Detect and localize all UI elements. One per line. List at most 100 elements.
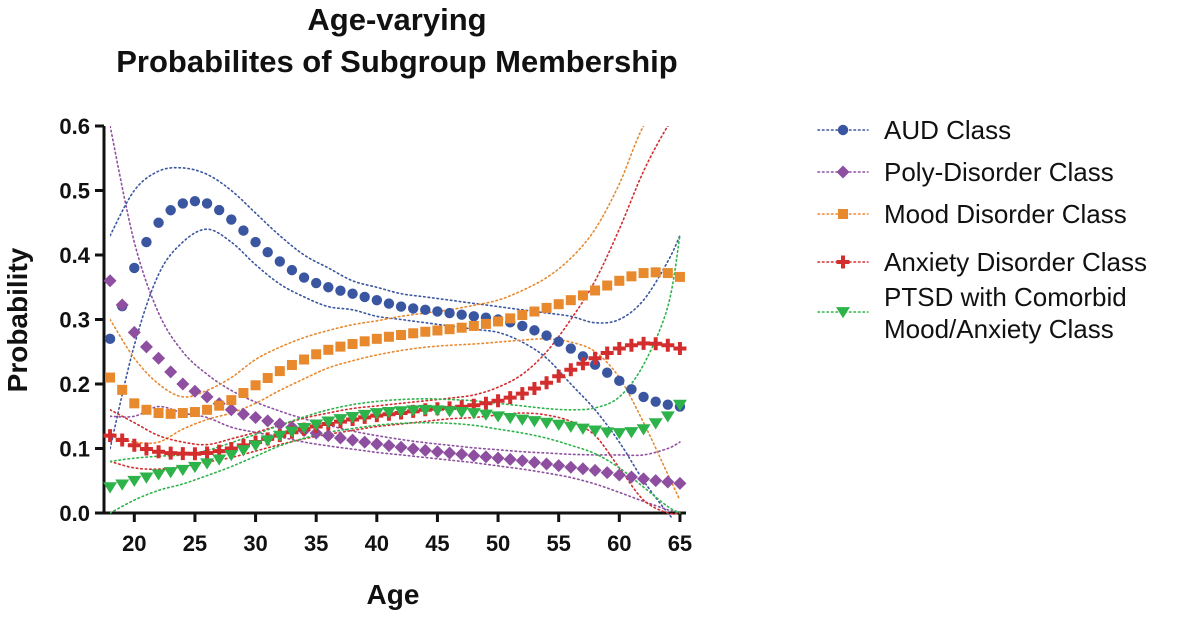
data-point	[236, 407, 250, 421]
data-point	[371, 294, 383, 306]
legend-label: Anxiety Disorder Class	[884, 247, 1147, 277]
series-0-ci-upper-band	[110, 166, 681, 324]
data-point	[321, 416, 336, 428]
data-point	[480, 318, 491, 329]
data-point	[468, 311, 480, 322]
data-point	[541, 330, 552, 341]
data-point	[614, 275, 625, 286]
data-point	[127, 325, 141, 339]
data-point	[588, 425, 603, 437]
y-tick-label: 0.4	[59, 243, 90, 268]
legend-label: Poly-Disorder Class	[884, 157, 1114, 187]
data-point	[612, 468, 626, 482]
data-point	[104, 333, 116, 345]
x-tick-label: 40	[365, 531, 389, 556]
data-point	[274, 256, 286, 267]
data-point	[141, 236, 152, 248]
data-point	[214, 400, 225, 411]
legend-item: AUD Class	[817, 115, 1011, 145]
y-tick-label: 0.3	[59, 308, 90, 333]
data-point	[406, 442, 420, 456]
data-point	[383, 298, 395, 309]
data-point	[381, 406, 396, 419]
data-point	[456, 322, 467, 333]
data-point	[139, 442, 153, 456]
data-point	[420, 304, 431, 316]
data-point	[127, 475, 142, 488]
data-point	[564, 460, 578, 474]
data-point	[673, 476, 687, 490]
data-point	[188, 384, 202, 398]
data-point	[175, 464, 190, 477]
x-tick-label: 45	[425, 531, 449, 556]
data-point	[674, 271, 685, 282]
data-point	[347, 288, 358, 299]
data-point	[430, 445, 444, 459]
y-tick-label: 0.1	[59, 437, 90, 462]
data-point	[187, 461, 202, 474]
data-point	[505, 313, 516, 324]
series-4-ci-lower-band	[110, 421, 681, 514]
data-point	[529, 306, 540, 317]
data-point	[527, 455, 541, 469]
legend-item: PTSD with Comorbid Mood/Anxiety Class	[817, 282, 1127, 344]
data-point	[299, 354, 310, 365]
data-point	[345, 411, 360, 424]
data-point	[590, 285, 601, 296]
data-point	[202, 404, 213, 415]
data-point	[226, 395, 237, 406]
data-point	[359, 291, 370, 303]
data-point	[369, 408, 384, 420]
confidence-bands	[110, 126, 681, 518]
data-point	[248, 440, 263, 452]
legend-label: AUD Class	[884, 115, 1011, 145]
data-point	[503, 391, 517, 405]
data-point	[117, 384, 128, 395]
data-point	[444, 324, 455, 335]
data-point	[540, 457, 554, 471]
data-point	[467, 449, 481, 463]
data-point	[141, 404, 152, 415]
data-point	[103, 274, 117, 288]
data-point	[455, 447, 469, 461]
data-point	[395, 301, 407, 312]
data-point	[503, 412, 518, 425]
data-point	[517, 309, 528, 320]
data-point	[201, 198, 213, 209]
data-point	[200, 446, 214, 460]
data-point	[238, 387, 249, 398]
data-point	[602, 280, 613, 291]
data-point	[406, 405, 421, 417]
data-point	[176, 447, 190, 461]
data-point	[527, 382, 541, 396]
data-point	[601, 367, 613, 378]
data-point	[249, 411, 263, 425]
data-point	[637, 336, 651, 350]
data-point	[335, 285, 346, 296]
data-point	[105, 372, 116, 383]
data-point	[563, 421, 578, 433]
data-point	[614, 375, 625, 386]
legend: AUD Class Poly-Disorder Class Mood Disorde…	[817, 115, 1147, 344]
series-2-ci-lower-band	[110, 337, 681, 501]
data-point	[540, 376, 554, 390]
data-point	[236, 445, 251, 457]
series-0-markers	[104, 195, 686, 412]
data-point	[274, 366, 285, 377]
data-point	[588, 463, 602, 477]
data-point	[442, 406, 457, 418]
data-point	[152, 445, 166, 459]
data-point	[323, 344, 334, 355]
data-point	[478, 409, 493, 421]
data-point	[115, 433, 129, 447]
data-point	[151, 469, 166, 481]
data-point	[624, 338, 638, 352]
data-point	[103, 429, 117, 443]
data-point	[454, 407, 469, 419]
data-point	[262, 372, 273, 383]
data-point	[272, 430, 287, 442]
data-point	[188, 447, 202, 461]
data-point	[309, 426, 323, 440]
y-tick-label: 0.6	[59, 114, 90, 139]
